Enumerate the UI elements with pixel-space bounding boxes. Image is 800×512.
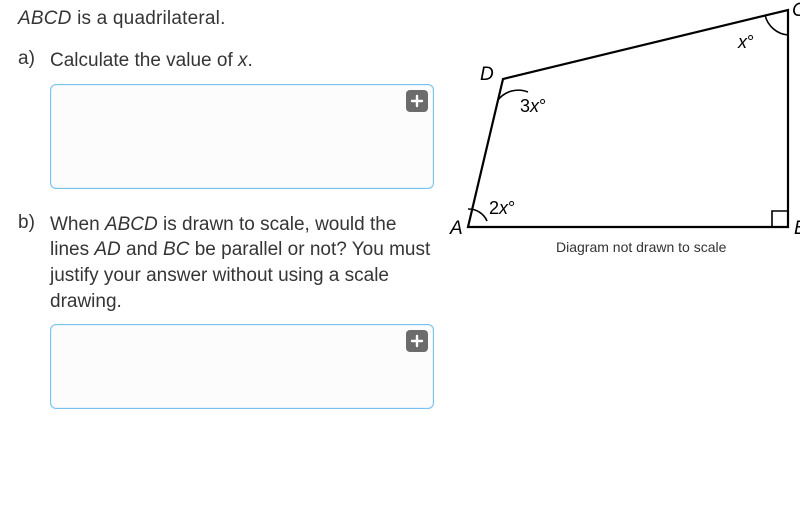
svg-text:Diagram not drawn to scale: Diagram not drawn to scale [556,239,727,255]
answer-a-wrap [50,84,434,194]
part-b: b) When ABCD is drawn to scale, would th… [18,212,438,415]
question-column: ABCD is a quadrilateral. a) Calculate th… [0,0,448,512]
answer-b-input[interactable] [50,324,434,409]
answer-a-input[interactable] [50,84,434,189]
expand-b-button[interactable] [406,330,428,352]
diagram-column: 2x° 3x° x° A B C D Diagram not drawn to scale [448,0,800,512]
svg-text:2x°: 2x° [489,198,515,218]
intro-tail: is a quadrilateral. [72,8,226,29]
svg-text:x°: x° [737,32,754,52]
answer-b-wrap [50,324,434,414]
quad-name: ABCD [18,8,72,29]
part-a-label: a) [18,48,40,70]
part-b-question: When ABCD is drawn to scale, would the l… [50,212,438,315]
plus-icon [410,94,424,108]
svg-text:C: C [792,0,800,21]
svg-text:3x°: 3x° [520,96,546,116]
svg-text:A: A [449,218,463,239]
intro-text: ABCD is a quadrilateral. [18,8,438,30]
svg-text:D: D [480,64,494,85]
part-a: a) Calculate the value of x. [18,48,438,194]
part-a-question: Calculate the value of x. [50,48,438,74]
expand-a-button[interactable] [406,90,428,112]
svg-text:B: B [794,218,800,239]
part-b-label: b) [18,212,40,234]
quadrilateral-diagram: 2x° 3x° x° A B C D Diagram not drawn to scale [448,0,800,280]
plus-icon [410,334,424,348]
